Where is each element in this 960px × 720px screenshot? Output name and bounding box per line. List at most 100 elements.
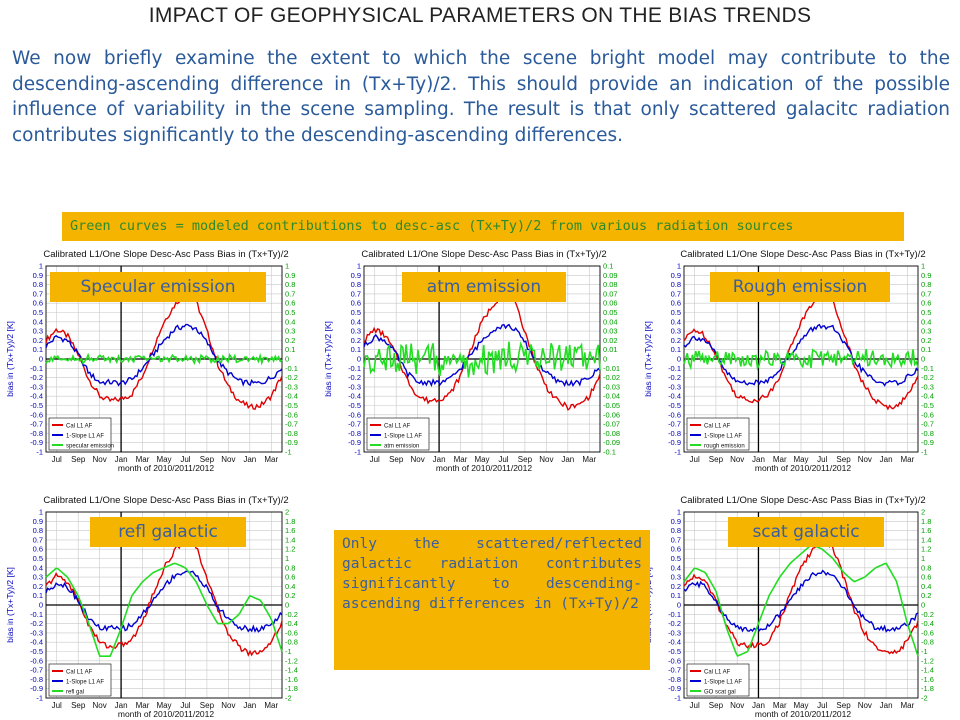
y-tick-label-right: 0.06 <box>603 299 618 308</box>
y-tick-label-right: 0.08 <box>603 280 618 289</box>
x-tick-label: Nov <box>858 701 872 710</box>
y-tick-label-right: 1.8 <box>921 517 931 526</box>
y-tick-label-right: -1 <box>285 448 292 457</box>
x-tick-label: May <box>793 455 808 464</box>
x-tick-label: Jul <box>690 455 700 464</box>
x-tick-label: Mar <box>264 455 278 464</box>
y-tick-label-right: 0.2 <box>921 591 931 600</box>
y-tick-label-right: -0.3 <box>285 382 298 391</box>
y-tick-label-right: -0.09 <box>603 438 620 447</box>
y-tick-label-left: -0.8 <box>30 675 43 684</box>
page-title: IMPACT OF GEOPHYSICAL PARAMETERS ON THE … <box>148 4 812 27</box>
y-tick-label-left: -0.9 <box>668 684 681 693</box>
green-curves-note: Green curves = modeled contributions to … <box>62 212 904 241</box>
y-tick-label-right: 0.6 <box>285 573 295 582</box>
y-tick-label-right: 0.2 <box>285 336 295 345</box>
y-tick-label-right: -1.6 <box>285 675 298 684</box>
y-tick-label-left: 0.3 <box>33 573 43 582</box>
y-tick-label-left: -0.7 <box>348 420 361 429</box>
y-tick-label-right: 0.2 <box>285 591 295 600</box>
y-tick-label-right: -0.6 <box>285 628 298 637</box>
y-tick-label-right: 0.04 <box>603 317 618 326</box>
y-tick-label-right: 2 <box>921 508 925 517</box>
legend-label: specular emission <box>66 444 114 450</box>
y-tick-label-left: -0.6 <box>668 410 681 419</box>
y-tick-label-right: 0.6 <box>285 299 295 308</box>
x-tick-label: Jan <box>880 455 893 464</box>
y-tick-label-left: -0.1 <box>30 364 43 373</box>
chart-title: Calibrated L1/One Slope Desc-Asc Pass Bi… <box>361 249 606 260</box>
x-tick-label: Mar <box>136 455 150 464</box>
x-tick-label: Jan <box>561 455 574 464</box>
series-line-1-slope-l1-af <box>45 570 283 633</box>
x-tick-label: Jan <box>752 701 765 710</box>
x-tick-label: Nov <box>221 701 235 710</box>
y-tick-label-right: 0.5 <box>921 308 931 317</box>
y-tick-label-right: 0 <box>921 355 925 364</box>
series-line-1-slope-l1-af <box>45 323 283 387</box>
y-tick-label-left: -0.5 <box>30 647 43 656</box>
y-tick-label-left: 0.6 <box>671 545 681 554</box>
plot-frame <box>45 511 283 699</box>
y-tick-label-left: -0.2 <box>30 619 43 628</box>
y-tick-label-left: -0.9 <box>668 438 681 447</box>
label-specular-emission: Specular emission <box>50 272 266 302</box>
y-tick-label-left: 0.8 <box>671 526 681 535</box>
label-rough-emission: Rough emission <box>710 272 890 302</box>
y-tick-label-right: 0.07 <box>603 289 618 298</box>
y-tick-label-right: -0.2 <box>921 610 934 619</box>
y-tick-label-right: -1 <box>921 448 928 457</box>
y-tick-label-right: -0.2 <box>285 610 298 619</box>
y-tick-label-right: -0.07 <box>603 420 620 429</box>
y-tick-label-left: -0.4 <box>668 392 681 401</box>
y-tick-label-right: 0.09 <box>603 271 618 280</box>
y-tick-label-right: -0.4 <box>285 392 298 401</box>
x-tick-label: Nov <box>411 455 425 464</box>
y-tick-label-right: -0.3 <box>921 382 934 391</box>
y-tick-label-right: 0.9 <box>921 271 931 280</box>
legend-label: 1-Slope L1 AF <box>66 434 104 440</box>
y-tick-label-left: -0.1 <box>348 364 361 373</box>
y-tick-label-left: -0.6 <box>668 656 681 665</box>
y-tick-label-right: -0.9 <box>921 438 934 447</box>
y-tick-label-left: -0.3 <box>668 628 681 637</box>
y-tick-label-right: 0.5 <box>285 308 295 317</box>
y-tick-label-left: -0.1 <box>30 610 43 619</box>
y-tick-label-right: -0.6 <box>285 410 298 419</box>
series-line-1-slope-l1-af <box>683 323 919 387</box>
y-axis-label: bias in (Tx+Ty)/2 [K] <box>643 321 653 397</box>
x-tick-label: Jan <box>243 455 256 464</box>
y-tick-label-right: 0 <box>285 355 289 364</box>
y-tick-label-left: 0.3 <box>33 327 43 336</box>
y-tick-label-left: 0.2 <box>671 582 681 591</box>
y-tick-label-right: 0.1 <box>603 262 613 271</box>
y-tick-label-right: -0.7 <box>921 420 934 429</box>
legend-label: refl gal <box>66 690 84 696</box>
legend-label: 1-Slope L1 AF <box>704 680 742 686</box>
y-tick-label-right: 0.6 <box>921 573 931 582</box>
y-tick-label-left: 0.7 <box>33 289 43 298</box>
y-tick-label-left: -0.4 <box>668 638 681 647</box>
y-tick-label-left: 0.9 <box>351 271 361 280</box>
x-tick-label: May <box>156 701 171 710</box>
plot-frame <box>683 265 919 453</box>
x-tick-label: Mar <box>900 701 914 710</box>
y-tick-label-right: 0.4 <box>285 317 295 326</box>
y-tick-label-left: 0.5 <box>351 308 361 317</box>
y-tick-label-right: 0 <box>603 355 607 364</box>
chart-panel-rough: Calibrated L1/One Slope Desc-Asc Pass Bi… <box>640 244 958 472</box>
y-tick-label-left: 1 <box>357 262 361 271</box>
x-tick-label: Nov <box>93 455 107 464</box>
y-tick-label-left: -0.1 <box>668 364 681 373</box>
y-tick-label-right: -0.5 <box>285 401 298 410</box>
y-tick-label-right: -0.03 <box>603 382 620 391</box>
x-tick-label: Jul <box>370 455 380 464</box>
x-axis-label: month of 2010/2011/2012 <box>118 463 215 472</box>
x-tick-label: Sep <box>518 455 533 464</box>
x-tick-label: Jan <box>880 701 893 710</box>
x-tick-label: Mar <box>773 455 787 464</box>
chart-panel-refl: Calibrated L1/One Slope Desc-Asc Pass Bi… <box>2 490 322 718</box>
chart-rough: Calibrated L1/One Slope Desc-Asc Pass Bi… <box>643 249 934 472</box>
x-tick-label: Mar <box>136 701 150 710</box>
x-axis-label: month of 2010/2011/2012 <box>755 463 852 472</box>
